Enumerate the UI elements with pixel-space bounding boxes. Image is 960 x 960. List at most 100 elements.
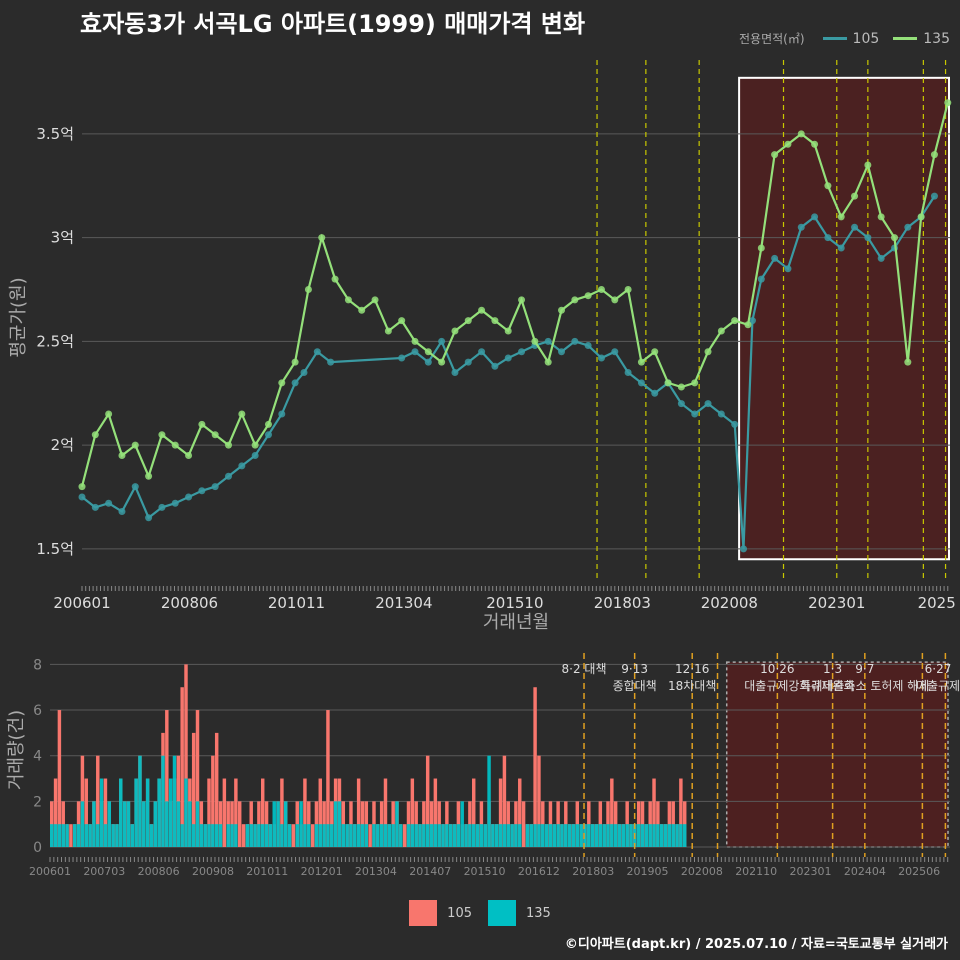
data-point-135 [824,182,832,190]
data-point-105 [651,389,659,397]
data-point-135 [571,296,579,304]
bar-135 [483,824,487,847]
bar-135 [567,824,572,847]
data-point-135 [544,358,552,366]
data-point-135 [531,337,539,345]
bar-135 [134,778,138,847]
bar-135 [556,824,560,847]
data-point-135 [264,420,272,428]
bar-y-tick-label: 0 [33,840,42,856]
bar-105 [211,755,215,847]
bar-105 [356,778,361,847]
bar-135 [579,824,583,847]
bar-135 [487,755,491,847]
bar-135 [437,824,441,847]
x-axis-label: 거래년월 [483,612,549,633]
data-point-135 [398,317,406,325]
data-point-135 [318,234,326,242]
bar-135 [333,801,338,847]
bar-135 [153,801,158,847]
data-point-135 [624,285,632,293]
bar-135 [644,824,649,847]
bar-135 [587,824,591,847]
data-point-105 [704,400,712,408]
bar-y-tick-label: 2 [33,794,42,810]
bar-x-tick-label: 200806 [138,865,180,878]
bar-135 [564,824,568,847]
data-point-105 [584,342,592,350]
bar-105 [548,801,553,847]
data-point-105 [171,499,179,507]
bar-135 [491,824,495,847]
bar-105 [226,801,230,847]
bar-135 [502,824,507,847]
bar-135 [268,824,273,847]
data-point-105 [131,483,139,491]
data-point-135 [744,321,752,329]
bar-135 [391,824,395,847]
data-point-135 [917,213,925,221]
data-point-135 [691,379,699,387]
bar-135 [418,824,422,847]
bar-135 [180,824,184,847]
data-point-105 [637,379,645,387]
bar-105 [318,778,322,847]
bar-135 [284,801,288,847]
policy-annotation: 6·27 [925,662,952,676]
data-point-135 [251,441,259,449]
bar-135 [115,824,119,847]
bar-135 [184,778,188,847]
bar-135 [510,824,514,847]
bar-135 [341,824,346,847]
volume-bar-chart: 0 2 4 6 8 8·2 대책 9·13 종합대책 12·16 18차대책 10·26 대출규제강화… [6,653,960,878]
data-point-135 [637,358,645,366]
data-point-135 [518,296,526,304]
data-point-105 [504,354,512,362]
bar-105 [533,687,537,847]
bar-x-tick-label: 201011 [246,865,288,878]
policy-annotation: 18차대책 [668,678,716,693]
data-point-105 [748,317,756,325]
bar-105 [230,801,234,847]
source-footer: ©디아파트(dapt.kr) / 2025.07.10 / 자료=국토교통부 실… [564,937,948,952]
bar-105 [165,710,169,847]
legend-item-105: 105 [822,31,879,47]
bar-135 [422,824,426,847]
bar-105 [349,801,353,847]
bar-105 [57,710,62,847]
bar-135 [149,824,154,847]
bar-135 [88,824,92,847]
data-point-105 [398,354,406,362]
bar-105 [295,801,299,847]
data-point-135 [331,275,339,283]
x-tick-label: 201304 [375,594,432,612]
legend-swatch-135 [893,37,918,40]
bar-135 [349,824,353,847]
bar-105 [180,687,184,847]
policy-annotation: 특례대출축소 토허제 해제 [800,679,929,693]
legend-item-135: 135 [893,31,950,47]
bar-135 [471,824,476,847]
data-point-135 [198,420,206,428]
data-point-135 [225,441,233,449]
bar-105 [379,801,384,847]
data-point-105 [300,368,308,376]
bar-135 [460,801,464,847]
bar-105 [260,778,265,847]
bar-135 [92,801,96,847]
bar-105 [234,778,238,847]
bar-105 [575,801,580,847]
data-point-135 [930,151,938,159]
data-point-105 [624,368,632,376]
x-tick-label: 201011 [268,594,325,612]
x-tick-label: 2025 [918,594,956,612]
bar-135 [452,824,457,847]
bar-135 [276,801,280,847]
bar-135 [176,801,181,847]
x-tick-label: 201510 [486,594,543,612]
bar-135 [230,824,234,847]
data-point-135 [904,358,912,366]
data-point-105 [677,400,685,408]
bar-105 [280,778,284,847]
bar-105 [518,778,522,847]
